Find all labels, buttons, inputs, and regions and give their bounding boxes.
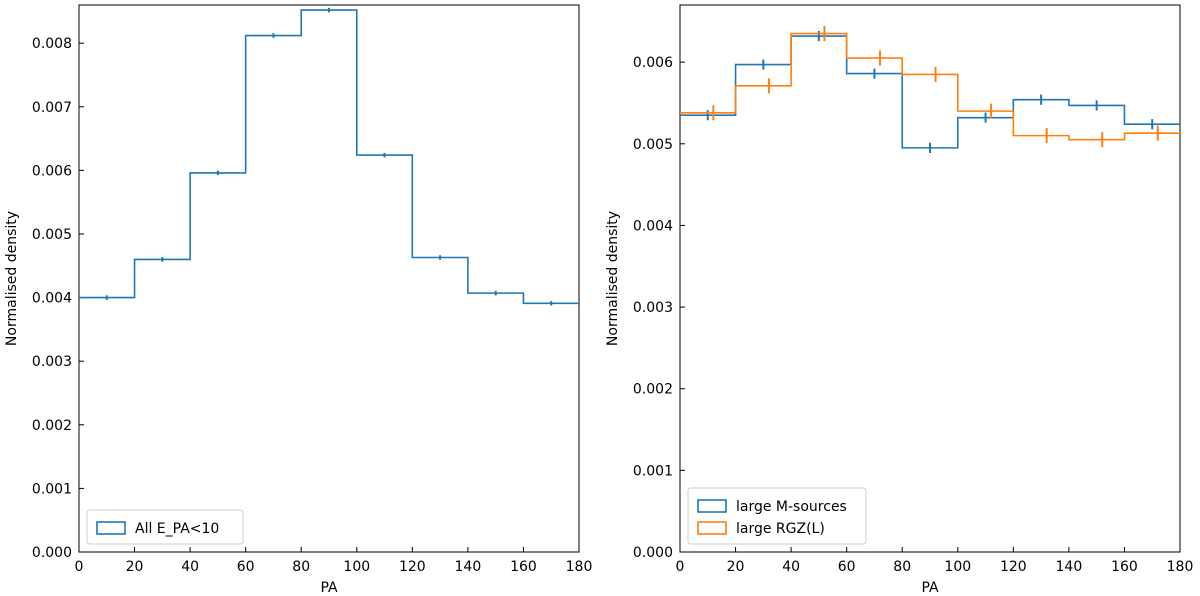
x-tick-label: 20 (126, 559, 144, 575)
legend-label: All E_PA<10 (135, 521, 219, 537)
plot-frame (78, 4, 580, 553)
x-tick-label: 160 (510, 559, 537, 575)
y-tick-label: 0.005 (32, 227, 72, 243)
x-tick-label: 140 (455, 559, 482, 575)
x-tick-label: 60 (838, 559, 856, 575)
x-axis-label: PA (921, 580, 939, 596)
series-step-line (79, 9, 579, 305)
x-tick-label: 180 (566, 559, 593, 575)
x-tick-label: 0 (676, 559, 685, 575)
x-tick-label: 40 (782, 559, 800, 575)
series-step-line (680, 35, 1180, 149)
legend-box (86, 509, 244, 545)
x-tick-label: 120 (399, 559, 426, 575)
x-tick-label: 60 (237, 559, 255, 575)
x-tick-label: 80 (292, 559, 310, 575)
y-tick-label: 0.000 (32, 545, 72, 561)
plot-frame (679, 4, 1181, 553)
y-tick-label: 0.007 (32, 100, 72, 116)
x-tick-label: 80 (893, 559, 911, 575)
y-tick-label: 0.008 (32, 36, 72, 52)
y-tick-label: 0.001 (32, 481, 72, 497)
y-tick-label: 0.002 (633, 382, 673, 398)
x-tick-label: 140 (1056, 559, 1083, 575)
y-tick-label: 0.005 (633, 137, 673, 153)
y-axis-label: Normalised density (4, 211, 20, 346)
left-histogram-panel: 0 20 40 60 80 100 120 140 160 180 0.000 0.001 0.002 0… (4, 4, 593, 596)
x-tick-label: 120 (1000, 559, 1027, 575)
legend-swatch (697, 499, 727, 513)
y-tick-label: 0.004 (633, 218, 673, 234)
y-tick-label: 0.000 (633, 545, 673, 561)
y-tick-label: 0.003 (633, 300, 673, 316)
y-axis-label: Normalised density (605, 211, 621, 346)
y-tick-label: 0.006 (32, 163, 72, 179)
series-step-line (680, 32, 1180, 141)
x-tick-label: 0 (75, 559, 84, 575)
x-tick-label: 40 (181, 559, 199, 575)
y-tick-label: 0.004 (32, 291, 72, 307)
legend-box (687, 487, 867, 545)
y-tick-label: 0.002 (32, 418, 72, 434)
x-tick-label: 180 (1167, 559, 1194, 575)
legend-label: large M-sources (736, 499, 847, 515)
y-tick-label: 0.001 (633, 463, 673, 479)
y-tick-label: 0.003 (32, 354, 72, 370)
legend-swatch (697, 521, 727, 535)
x-tick-label: 160 (1111, 559, 1138, 575)
y-tick-label: 0.006 (633, 55, 673, 71)
legend-label: large RGZ(L) (736, 521, 825, 537)
x-tick-label: 100 (944, 559, 971, 575)
right-histogram-panel: 0 20 40 60 80 100 120 140 160 180 0.000 0.001 0.002 0… (605, 4, 1194, 596)
x-tick-label: 20 (727, 559, 745, 575)
x-tick-label: 100 (343, 559, 370, 575)
legend-swatch (96, 521, 126, 535)
x-axis-label: PA (320, 580, 338, 596)
